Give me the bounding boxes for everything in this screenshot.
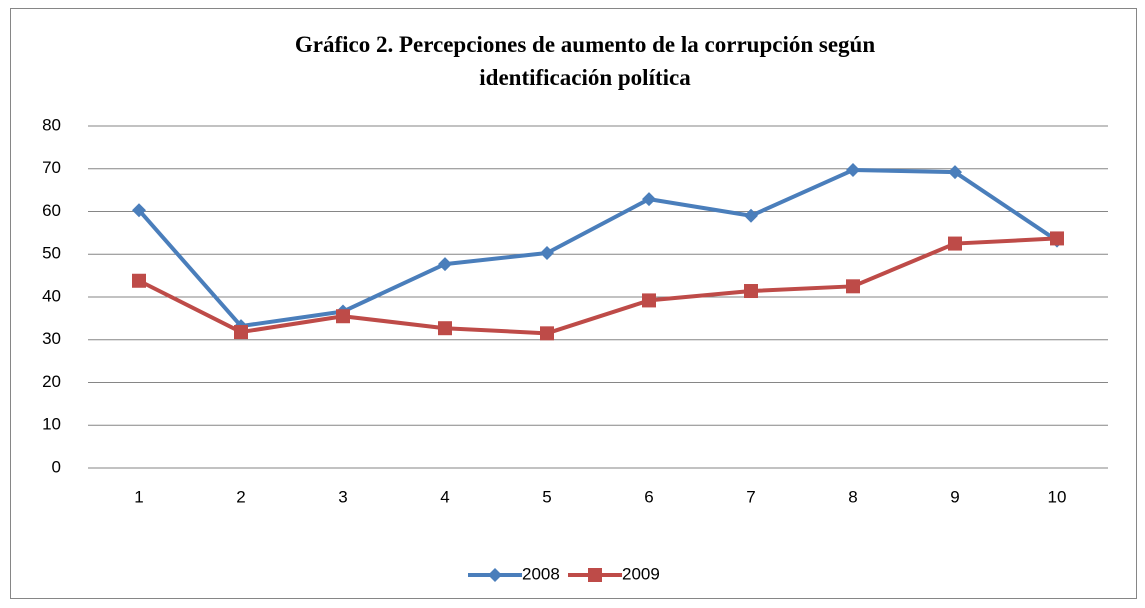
point (744, 208, 758, 223)
point (132, 273, 146, 288)
y-tick-label: 80 (42, 115, 61, 134)
point (642, 192, 656, 207)
x-tick-label: 5 (542, 487, 551, 506)
point (438, 321, 452, 336)
y-tick-label: 0 (52, 457, 61, 476)
chart-frame (10, 8, 1137, 599)
x-tick-label: 1 (134, 487, 143, 506)
y-tick-label: 10 (42, 415, 61, 434)
point (948, 236, 962, 251)
x-tick-label: 6 (644, 487, 653, 506)
chart-title: Gráfico 2. Percepciones de aumento de la… (294, 32, 876, 90)
point (540, 326, 554, 341)
x-tick-label: 9 (950, 487, 959, 506)
x-tick-label: 2 (236, 487, 245, 506)
x-tick-label: 10 (1048, 487, 1067, 506)
x-tick-label: 8 (848, 487, 857, 506)
legend-label: 2009 (622, 564, 660, 583)
point (948, 165, 962, 180)
x-tick-label: 4 (440, 487, 449, 506)
point (744, 284, 758, 299)
point (846, 279, 860, 294)
y-tick-label: 30 (42, 329, 61, 348)
y-tick-label: 20 (42, 372, 61, 391)
y-tick-label: 70 (42, 158, 61, 177)
point (336, 309, 350, 324)
y-tick-label: 40 (42, 286, 61, 305)
point (438, 257, 452, 272)
series-line (137, 168, 1059, 329)
y-tick-label: 60 (42, 201, 61, 220)
point (642, 293, 656, 308)
point (540, 245, 554, 260)
y-tick-label: 50 (42, 244, 61, 263)
point (234, 325, 248, 340)
point (132, 203, 146, 218)
legend-label: 2008 (522, 564, 560, 583)
legend-marker (588, 568, 602, 582)
legend-marker (488, 568, 502, 582)
point (846, 163, 860, 178)
point (1050, 231, 1064, 246)
x-tick-label: 7 (746, 487, 755, 506)
x-tick-label: 3 (338, 487, 347, 506)
series-line (138, 236, 1058, 336)
